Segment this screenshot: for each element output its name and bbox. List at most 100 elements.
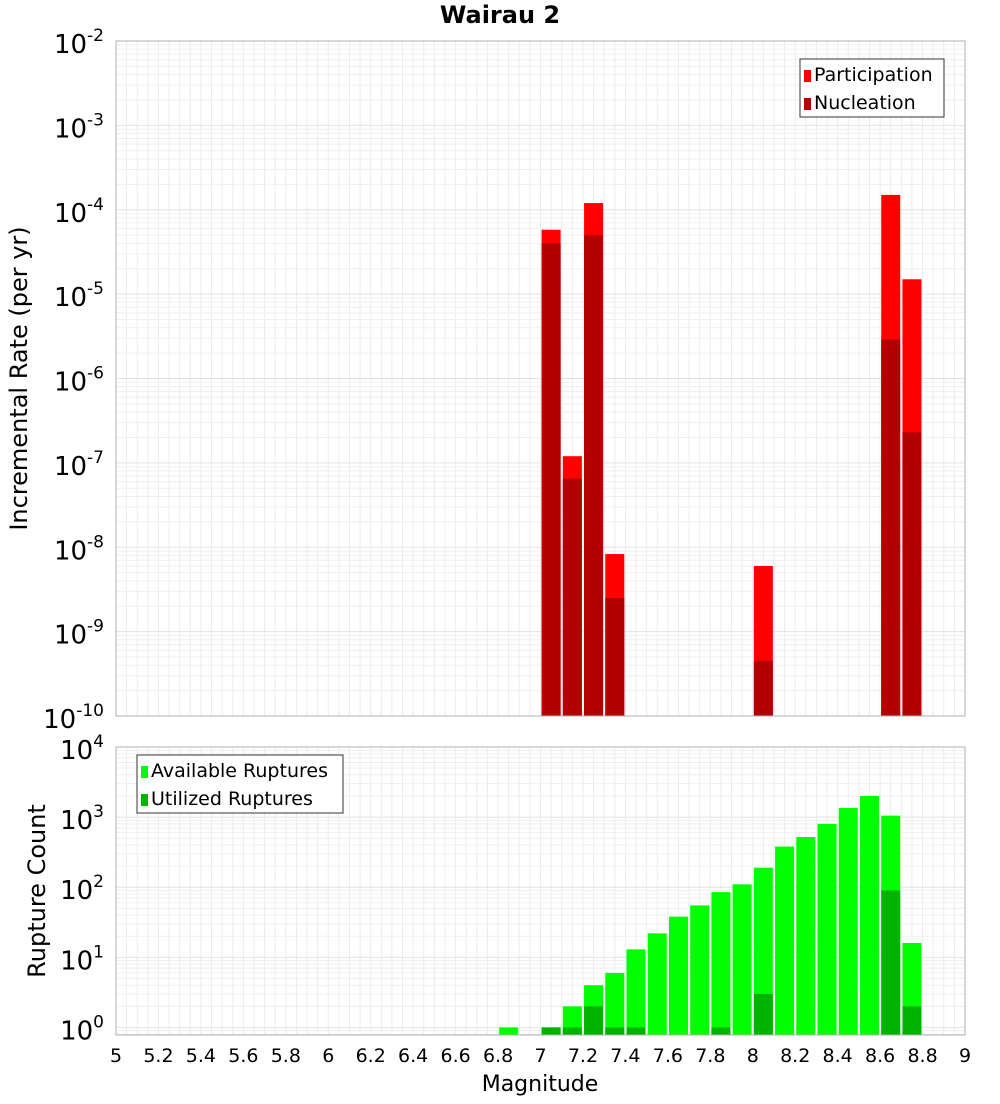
legend-entry: Available Ruptures	[151, 760, 328, 782]
bar-available-ruptures	[626, 949, 646, 1035]
bar-nucleation	[562, 478, 582, 716]
y-tick-label: 10-3	[54, 110, 104, 144]
legend-swatch	[141, 794, 148, 806]
y-tick-base: 10	[54, 199, 87, 229]
x-ticks: 5 5.2 5.4 5.6 5.8 6 6.2 6.4 6.6 6.8 7 7.2 7.4 7.6 7.8 8…	[110, 1045, 971, 1067]
y-tick-exponent: -5	[87, 279, 104, 299]
y-tick-base: 10	[60, 806, 93, 836]
bars	[499, 796, 922, 1035]
bar-nucleation	[605, 598, 625, 716]
bar-utilized-ruptures	[881, 890, 901, 1035]
x-tick-label: 6.6	[440, 1045, 470, 1067]
y-tick-exponent: 2	[93, 872, 104, 892]
y-tick-label: 10-2	[54, 26, 104, 60]
bar-utilized-ruptures	[902, 1006, 922, 1035]
y-tick-base: 10	[43, 705, 76, 735]
legend: Participation Nucleation	[799, 58, 945, 118]
y-tick-label: 10-5	[54, 279, 104, 313]
legend-swatch	[804, 70, 811, 82]
bar-available-ruptures	[605, 972, 625, 1035]
bar-available-ruptures	[838, 807, 858, 1035]
x-axis-label: Magnitude	[482, 1072, 599, 1097]
bar-nucleation	[902, 432, 922, 716]
bar-utilized-ruptures	[711, 1027, 731, 1035]
x-tick-label: 6.4	[398, 1045, 428, 1067]
bar-nucleation	[584, 235, 604, 716]
y-tick-base: 10	[60, 736, 93, 766]
y-tick-exponent: 1	[93, 942, 104, 962]
y-tick-base: 10	[54, 283, 87, 313]
y-tick-base: 10	[60, 1016, 93, 1046]
x-tick-label: 5.8	[271, 1045, 301, 1067]
x-tick-label: 6.8	[483, 1045, 513, 1067]
y-tick-base: 10	[54, 368, 87, 398]
y-tick-label: 104	[60, 732, 104, 766]
x-tick-label: 7	[534, 1045, 546, 1067]
legend: Available Ruptures Utilized Ruptures	[136, 754, 344, 814]
bar-available-ruptures	[732, 884, 752, 1035]
x-tick-label: 5.6	[228, 1045, 258, 1067]
x-tick-label: 6.2	[356, 1045, 386, 1067]
y-tick-label: 10-8	[54, 532, 104, 566]
x-tick-label: 8.8	[907, 1045, 937, 1067]
bar-nucleation	[881, 339, 901, 716]
y-tick-exponent: 0	[93, 1012, 104, 1032]
y-tick-exponent: -7	[87, 448, 104, 468]
legend-entry: Participation	[814, 64, 933, 86]
y-tick-label: 101	[60, 942, 104, 976]
bar-utilized-ruptures	[562, 1027, 582, 1035]
x-tick-label: 5	[110, 1045, 122, 1067]
y-tick-exponent: -4	[87, 195, 104, 215]
x-tick-label: 8.2	[780, 1045, 810, 1067]
bar-available-ruptures	[753, 867, 773, 1035]
x-tick-label: 7.4	[610, 1045, 640, 1067]
y-tick-base: 10	[60, 876, 93, 906]
x-tick-label: 8.4	[823, 1045, 853, 1067]
y-tick-label: 10-9	[54, 617, 104, 651]
bar-available-ruptures	[859, 796, 879, 1035]
y-tick-base: 10	[54, 452, 87, 482]
bar-available-ruptures	[499, 1027, 519, 1035]
y-tick-exponent: -8	[87, 532, 104, 552]
x-tick-label: 9	[959, 1045, 971, 1067]
y-tick-label: 10-7	[54, 448, 104, 482]
bar-nucleation	[541, 243, 561, 717]
y-tick-exponent: -10	[76, 701, 104, 721]
x-tick-label: 8	[747, 1045, 759, 1067]
panel-0: 10-1010-910-810-710-610-510-410-310-2Inc…	[5, 1, 966, 735]
y-tick-base: 10	[54, 621, 87, 651]
x-tick-label: 5.4	[186, 1045, 216, 1067]
y-tick-exponent: 3	[93, 802, 104, 822]
bar-available-ruptures	[690, 905, 710, 1035]
y-tick-base: 10	[60, 946, 93, 976]
legend-swatch	[141, 766, 148, 778]
y-tick-exponent: 4	[93, 732, 104, 752]
y-tick-exponent: -9	[87, 617, 104, 637]
bar-available-ruptures	[775, 846, 795, 1035]
y-tick-exponent: -6	[87, 364, 104, 384]
y-tick-label: 103	[60, 802, 104, 836]
bar-utilized-ruptures	[605, 1027, 625, 1035]
legend-box	[799, 58, 945, 118]
legend-box	[136, 754, 344, 814]
y-tick-label: 10-10	[43, 701, 104, 735]
y-tick-base: 10	[54, 536, 87, 566]
bar-utilized-ruptures	[584, 1006, 604, 1035]
y-tick-exponent: -3	[87, 110, 104, 130]
y-tick-base: 10	[54, 114, 87, 144]
bar-available-ruptures	[711, 892, 731, 1035]
x-tick-label: 5.2	[143, 1045, 173, 1067]
x-tick-label: 7.8	[695, 1045, 725, 1067]
grid	[115, 40, 966, 717]
legend-entry: Utilized Ruptures	[151, 788, 313, 810]
legend-entry: Nucleation	[814, 92, 916, 114]
y-tick-label: 102	[60, 872, 104, 906]
chart-title: Wairau 2	[440, 1, 560, 29]
bar-available-ruptures	[796, 837, 816, 1035]
y-tick-exponent: -2	[87, 26, 104, 46]
plot-frame	[115, 40, 966, 717]
